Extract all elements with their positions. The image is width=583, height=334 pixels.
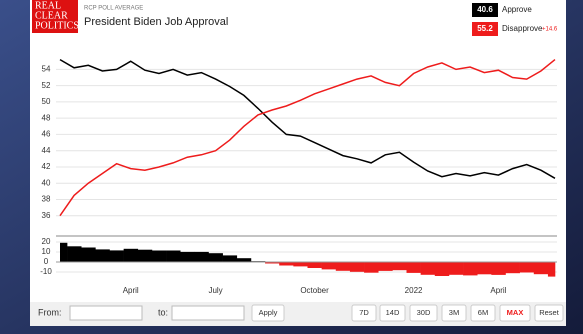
range-button-label: 6M [478,308,488,317]
y-tick-label: 48 [42,113,51,122]
range-button[interactable] [499,304,531,322]
x-tick-label: April [490,286,506,295]
spread-bar [491,262,506,275]
apply-button-label: Apply [259,308,278,317]
line [59,59,556,217]
legend-label: Disapprove [502,24,543,33]
spread-bar [60,242,68,262]
kicker: RCP POLL AVERAGE [84,6,143,12]
widget [30,0,566,326]
range-button-label: 7D [359,308,369,317]
y-tick-label: 10 [42,247,51,256]
spread-bar [222,255,238,262]
legend-swatch [472,22,498,36]
spread-bar [180,251,195,262]
range-button-label: MAX [507,308,524,317]
spread-bar [434,262,450,276]
from-input[interactable] [69,305,143,321]
y-tick-label: 20 [42,237,51,246]
y-tick-label: 42 [42,162,51,171]
spread-bar [335,262,351,271]
range-button-label: 30D [417,308,431,317]
spread-bar [137,249,153,262]
spread-bar [194,251,209,262]
y-tick-label: 36 [42,211,51,220]
spread-label: +14.6 [542,27,558,33]
spread-bar [67,246,82,262]
spread-bar [166,250,181,262]
spread-bar [293,262,308,267]
spread-bar [477,262,492,275]
spread-bar [279,262,294,266]
y-tick-label: 54 [42,65,51,74]
spread-bar [81,247,96,262]
spread-bar [123,248,139,262]
spread-bar [463,262,478,276]
logo [32,0,78,33]
range-button[interactable] [351,304,377,322]
x-tick-label: 2022 [405,286,423,295]
spread-bar [95,249,110,262]
spread-bar [505,262,520,274]
range-button-label: 14D [386,308,400,317]
spread-bar [547,262,556,277]
legend-swatch [472,3,498,17]
line [59,58,556,179]
chart-title: President Biden Job Approval [84,16,228,28]
legend-value: 40.6 [477,5,493,14]
logo-text: REAL [35,0,61,11]
spread-bar [448,262,464,275]
spread-bar [151,250,167,262]
y-tick-label: 50 [42,97,51,106]
logo-text: CLEAR [35,10,68,21]
range-button[interactable] [441,304,467,322]
x-tick-label: April [123,286,139,295]
spread-bar [533,262,549,275]
logo-text: POLITICS [35,20,79,31]
y-tick-label: 38 [42,195,51,204]
x-tick-label: July [208,286,222,295]
legend-label: Approve [502,5,532,14]
spread-bar [265,262,280,264]
range-button[interactable] [379,304,406,322]
range-button[interactable] [470,304,496,322]
spread-bar [109,250,124,262]
to-label: to: [158,307,168,317]
to-input[interactable] [171,305,245,321]
spread-bar [349,262,365,272]
y-tick-label: 52 [42,81,51,90]
spread-bar [406,262,421,273]
spread-bar [378,262,393,271]
spread-bar [236,258,252,262]
from-label: From: [38,307,62,317]
range-button[interactable] [409,304,438,322]
spread-bar [307,262,322,268]
y-tick-label: 0 [44,257,49,266]
spread-bar [208,253,223,262]
legend-value: 55.2 [477,24,493,33]
y-tick-label: 46 [42,130,51,139]
reset-button[interactable] [534,304,564,322]
y-tick-label: 44 [42,146,51,155]
spread-bar [364,262,379,273]
spread-bar [519,262,535,273]
spread-bar [392,262,407,271]
reset-button-label: Reset [539,308,560,317]
y-tick-label: -10 [40,267,52,276]
y-tick-label: 40 [42,178,51,187]
spread-bar [420,262,436,275]
apply-button[interactable] [251,304,285,322]
x-tick-label: October [300,286,329,295]
spread-bar [321,262,337,270]
range-button-label: 3M [449,308,459,317]
